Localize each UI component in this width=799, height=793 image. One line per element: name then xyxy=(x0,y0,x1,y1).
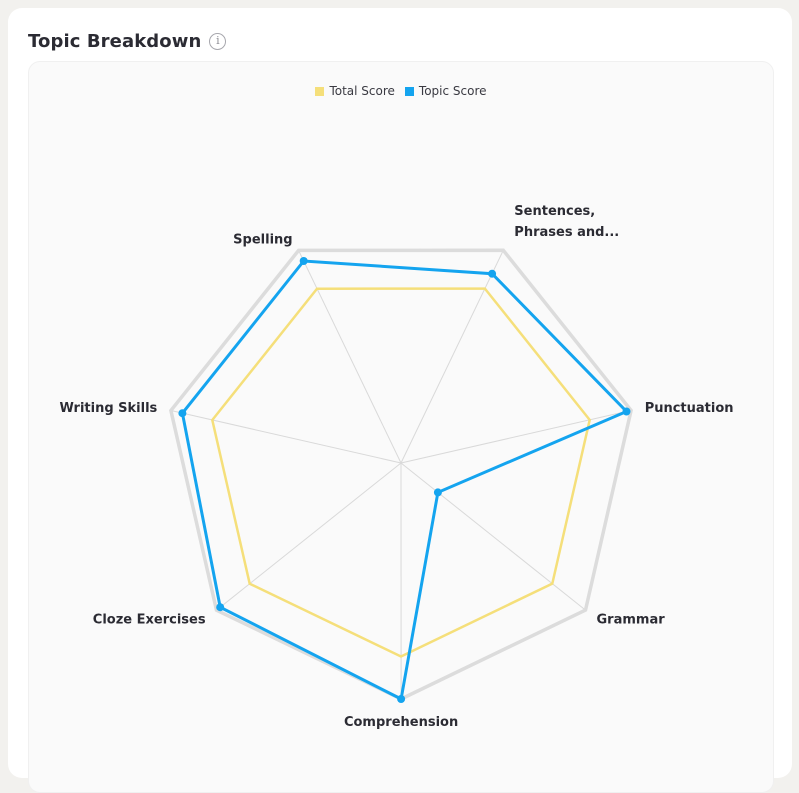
info-icon[interactable]: i xyxy=(209,33,226,50)
card-header: Topic Breakdown i xyxy=(28,28,226,54)
radar-spoke xyxy=(401,410,631,463)
axis-label: Grammar xyxy=(597,612,666,627)
radar-chart: Sentences, Phrases and... Punctuation Gramm… xyxy=(29,62,773,792)
topic-breakdown-card: Topic Breakdown i Total Score Topic Scor… xyxy=(8,8,792,778)
axis-label: Cloze Exercises xyxy=(93,612,206,627)
axis-label: Writing Skills xyxy=(59,401,157,416)
axis-label: Comprehension xyxy=(344,715,458,730)
axis-label: Sentences, xyxy=(514,204,595,219)
axis-label: Spelling xyxy=(233,232,292,247)
card-title: Topic Breakdown xyxy=(28,31,201,52)
topic-score-point xyxy=(623,408,631,416)
axis-label: Phrases and... xyxy=(514,225,619,240)
axis-label: Punctuation xyxy=(645,401,734,416)
topic-score-point xyxy=(300,257,308,265)
topic-score-point xyxy=(178,409,186,417)
radar-series-topic-score xyxy=(182,261,626,699)
radar-spoke xyxy=(401,250,503,463)
topic-score-point xyxy=(397,695,405,703)
radar-spoke xyxy=(217,463,402,610)
radar-chart-panel: Total Score Topic Score Sentences,Phrase… xyxy=(28,61,774,793)
radar-spoke xyxy=(299,250,401,463)
topic-score-point xyxy=(216,603,224,611)
radar-spoke xyxy=(171,411,401,464)
topic-score-point xyxy=(434,488,442,496)
topic-score-point xyxy=(488,270,496,278)
